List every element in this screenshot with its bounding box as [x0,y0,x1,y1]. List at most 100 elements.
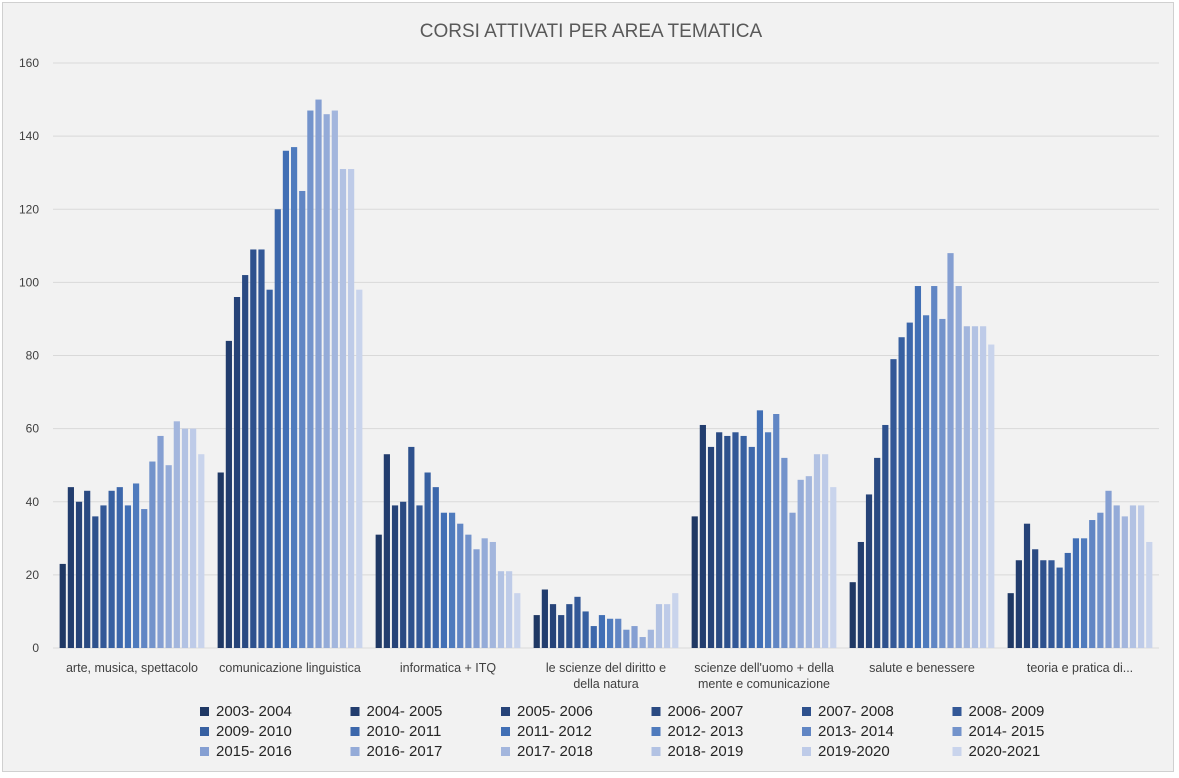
bar [348,169,355,648]
legend-label: 2009- 2010 [216,723,292,740]
y-tick-label: 80 [26,349,40,363]
legend-item: 2011- 2012 [501,723,592,740]
bar [574,596,581,648]
bar [75,501,83,648]
legend-item: 2004- 2005 [350,703,442,720]
bar [874,457,881,649]
bar [740,435,747,648]
legend-label: 2010- 2011 [367,723,442,740]
chart-title: CORSI ATTIVATI PER AREA TEMATICA [420,21,763,42]
bar-chart: CORSI ATTIVATI PER AREA TEMATICA 0 20 40 60… [19,21,1159,760]
category-label: salute e benessere [869,661,975,675]
legend-item: 2013- 2014 [802,723,894,740]
bar [655,604,663,649]
bar [558,615,565,648]
bar [1146,541,1153,648]
legend-label: 2011- 2012 [517,723,592,740]
bar [165,465,172,648]
bar [857,541,864,648]
bar [157,435,164,648]
bar [647,629,654,648]
bar [615,618,622,648]
bar [457,523,464,648]
bar [1113,505,1120,648]
legend-item: 2015- 2016 [200,743,292,760]
bar [481,538,488,648]
legend-item: 2017- 2018 [501,743,593,760]
bar [217,472,224,648]
bar [432,487,439,649]
legend-swatch [952,727,962,736]
bar [1097,512,1104,648]
legend-swatch [651,747,661,756]
bar [764,432,772,648]
bar [699,424,706,648]
legend-swatch [802,747,811,756]
bar [408,446,415,648]
bar [339,169,347,648]
bar [1105,490,1112,648]
legend-item: 2016- 2017 [350,743,442,760]
bar [549,604,557,649]
legend-item: 2007- 2008 [802,703,894,720]
bar [623,629,630,648]
bar [1040,560,1047,648]
bar [1089,520,1096,648]
bar [898,337,905,648]
bar [988,344,995,648]
bar [473,549,480,648]
bar [664,604,671,649]
legend-label: 2012- 2013 [668,723,744,740]
y-axis-ticks: 0 20 40 60 80 100 120 140 160 [19,56,39,655]
bar [424,472,431,648]
legend-swatch [802,727,811,736]
bar [598,615,606,648]
bar [242,275,249,648]
legend: 2003- 2004 2004- 2005 2005- 2006 2006- 2007… [200,703,1044,760]
legend-label: 2006- 2007 [668,703,744,720]
legend-swatch [952,707,962,716]
bar [773,414,780,648]
bar [1080,538,1088,648]
bar [732,432,739,648]
bar [1121,516,1128,649]
legend-item: 2019-2020 [802,743,890,760]
bar [400,501,407,648]
bar [781,457,788,649]
y-tick-label: 160 [19,56,39,70]
bar [181,428,189,649]
legend-swatch [501,747,510,756]
legend-swatch [350,747,360,756]
legend-swatch [501,727,510,736]
bar [225,340,232,649]
bar [922,315,930,648]
bar [1129,505,1137,648]
bar [971,326,979,648]
bar [190,428,197,649]
legend-label: 2019-2020 [818,743,890,760]
bar [141,509,148,648]
bar [440,512,448,648]
legend-swatch [501,707,510,716]
bar [906,322,913,648]
legend-item: 2009- 2010 [200,723,292,740]
legend-item: 2008- 2009 [952,703,1045,720]
bar [116,487,123,649]
bar [582,611,589,648]
bar [1032,549,1039,648]
y-tick-label: 60 [26,422,40,436]
bar [672,593,679,648]
legend-label: 2014- 2015 [969,723,1045,740]
bar [980,326,987,648]
bar [830,487,837,649]
legend-item: 2006- 2007 [651,703,744,720]
legend-label: 2018- 2019 [668,743,744,760]
category-label: le scienze del diritto e della natura [546,661,666,691]
legend-label: 2008- 2009 [969,703,1045,720]
bar [931,286,938,648]
bar [748,446,755,648]
bar [173,421,180,648]
bar [1056,567,1063,648]
bar [533,615,540,648]
bar [724,435,731,648]
